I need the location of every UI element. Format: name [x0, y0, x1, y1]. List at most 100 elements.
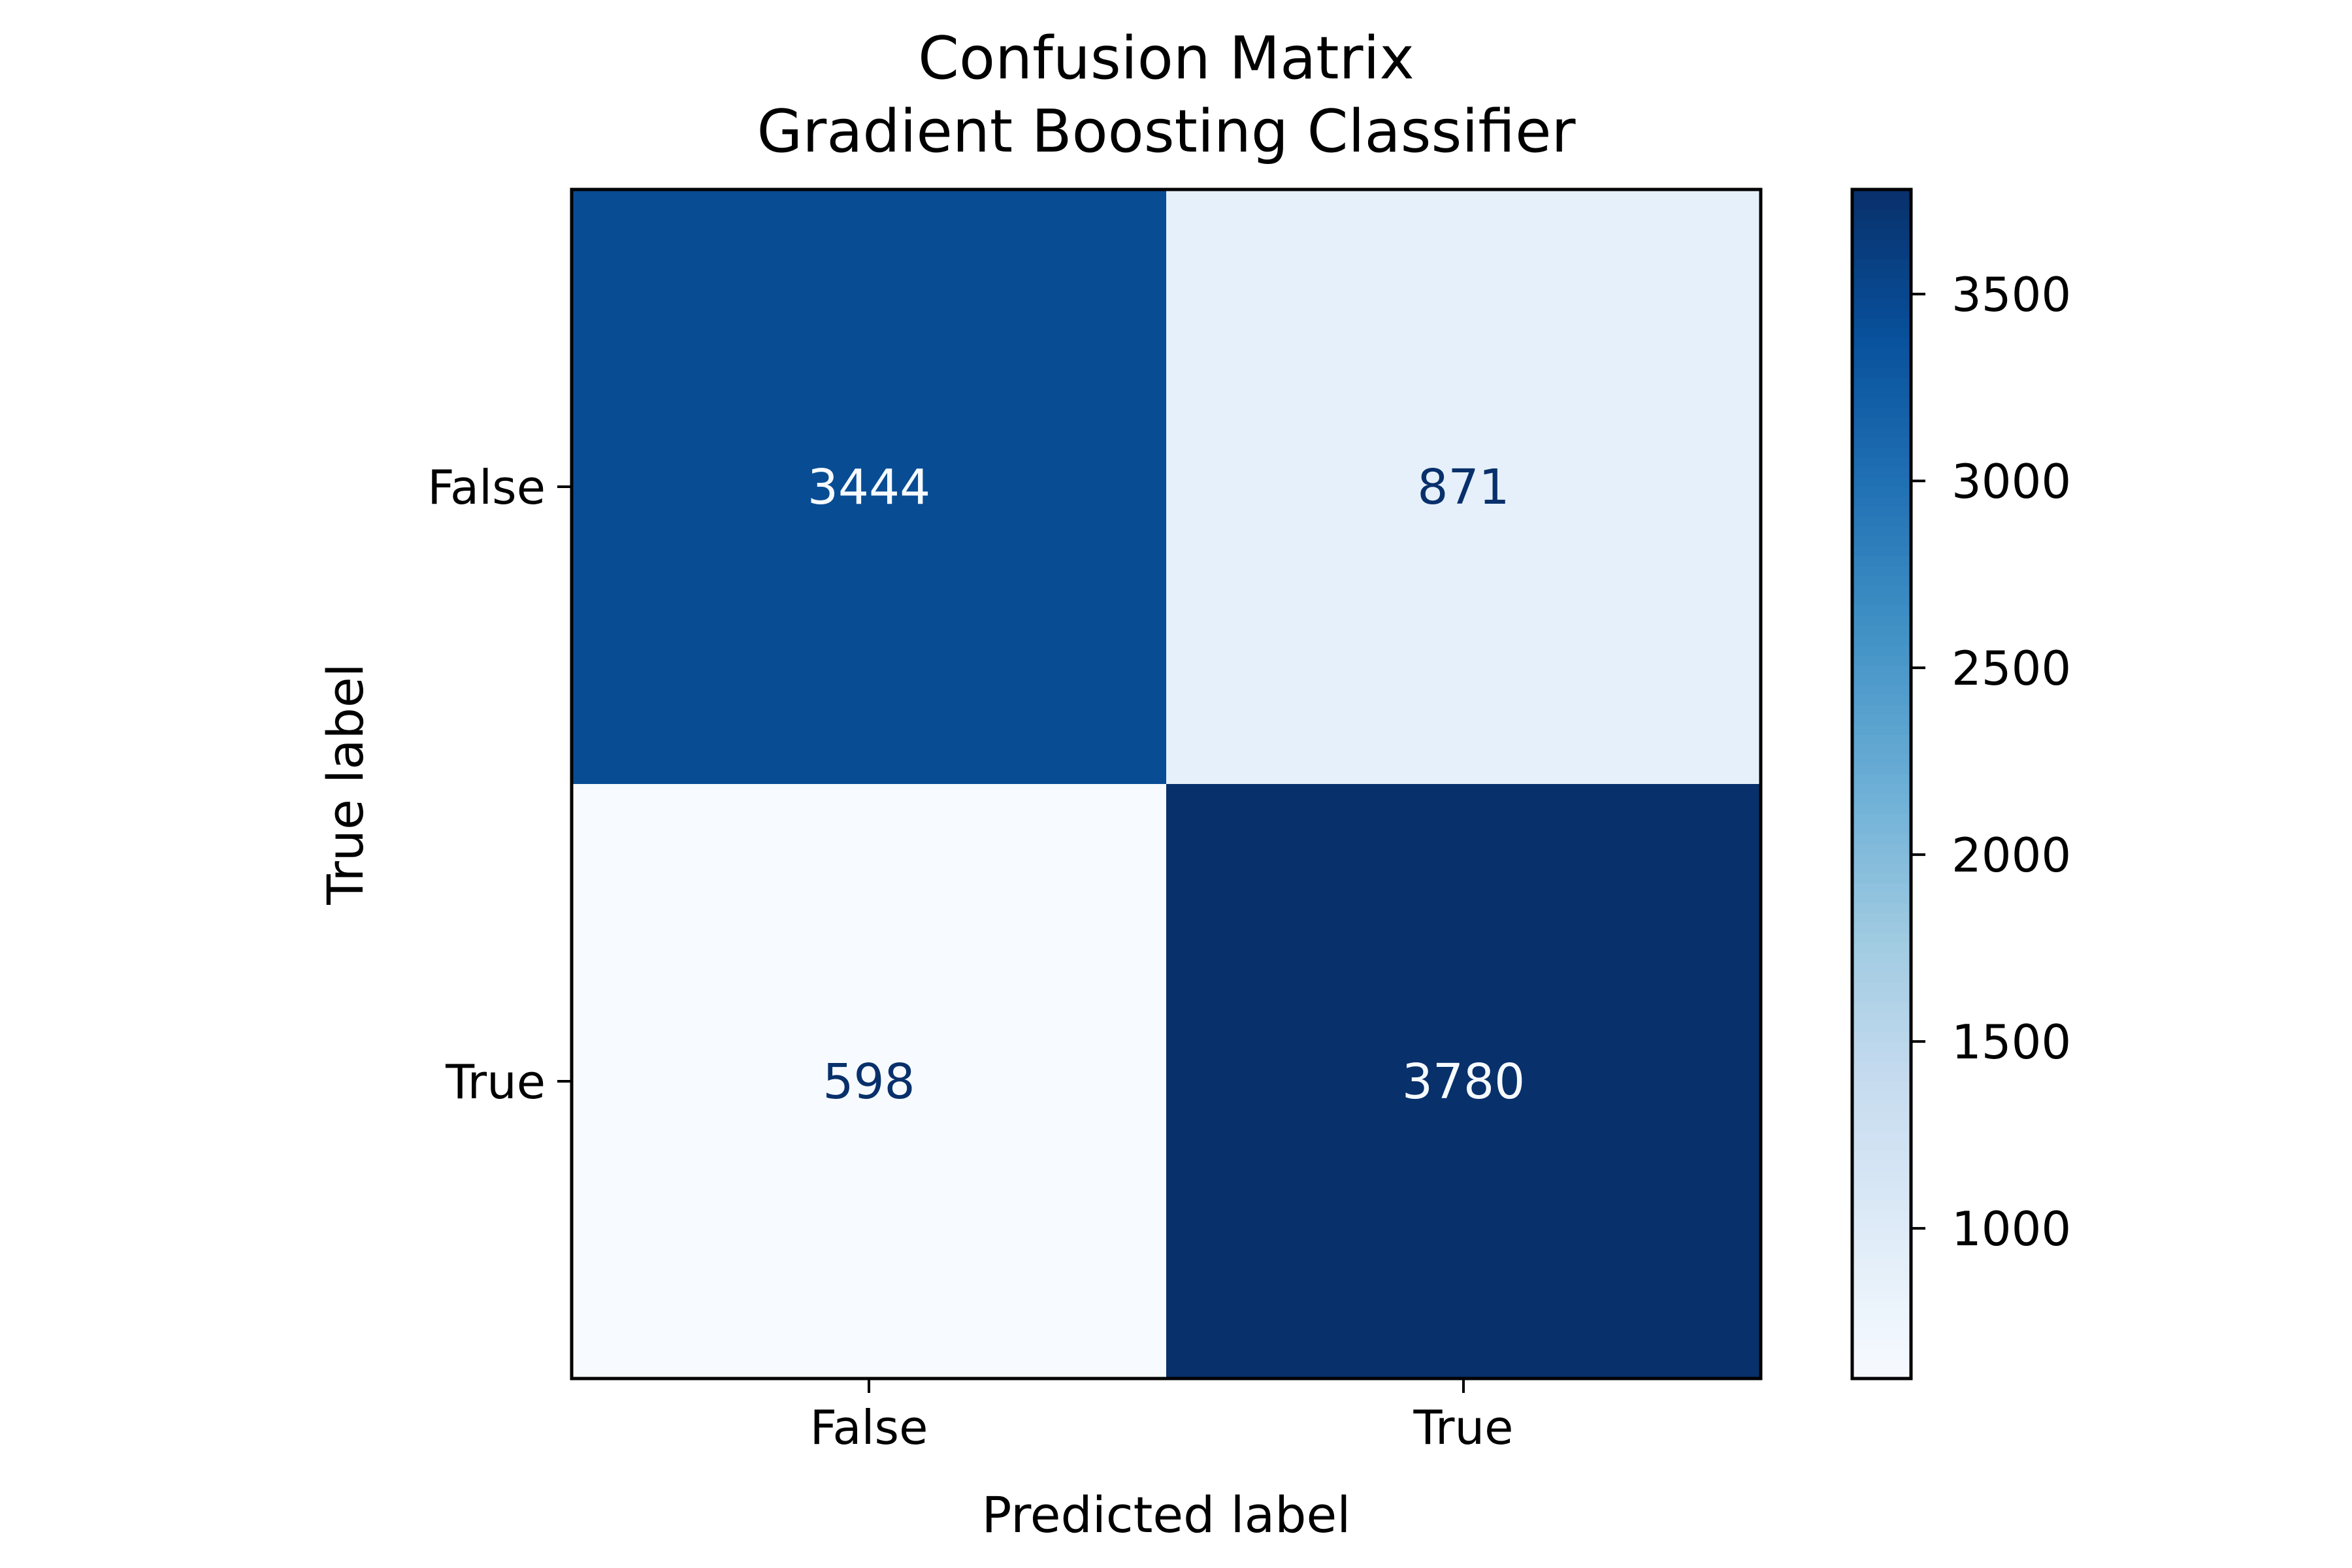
colorbar-segment	[1852, 823, 1911, 834]
colorbar-segment	[1852, 1160, 1911, 1171]
colorbar-segment	[1852, 446, 1911, 457]
colorbar-segment	[1852, 417, 1911, 428]
x-axis-label: Predicted label	[982, 1486, 1351, 1544]
colorbar-segment	[1852, 516, 1911, 527]
colorbar-segment	[1852, 774, 1911, 785]
colorbar-segment	[1852, 1209, 1911, 1220]
colorbar-segment	[1852, 595, 1911, 606]
chart-title-line-1: Confusion Matrix	[918, 24, 1414, 93]
colorbar-segment	[1852, 704, 1911, 715]
colorbar-segment	[1852, 754, 1911, 765]
colorbar-segment	[1852, 1368, 1911, 1379]
colorbar-segment	[1852, 1130, 1911, 1141]
colorbar-segment	[1852, 387, 1911, 398]
colorbar-segment	[1852, 457, 1911, 468]
colorbar-segment	[1852, 1259, 1911, 1270]
heatmap-cell	[1166, 784, 1761, 1379]
colorbar-segment	[1852, 862, 1911, 874]
colorbar-segment	[1852, 1071, 1911, 1082]
colorbar-segment	[1852, 318, 1911, 329]
colorbar-tick-label: 1000	[1952, 1201, 2071, 1256]
colorbar-segment	[1852, 942, 1911, 953]
colorbar-segment	[1852, 536, 1911, 547]
colorbar-segment	[1852, 526, 1911, 537]
colorbar-segment	[1852, 238, 1911, 250]
colorbar-segment	[1852, 655, 1911, 666]
colorbar-segment	[1852, 1279, 1911, 1290]
colorbar-segment	[1852, 576, 1911, 587]
colorbar-segment	[1852, 189, 1911, 200]
colorbar-segment	[1852, 1269, 1911, 1280]
colorbar-segment	[1852, 486, 1911, 497]
x-axis-ticks: False True	[810, 1379, 1514, 1455]
colorbar-segment	[1852, 645, 1911, 656]
colorbar-segment	[1852, 694, 1911, 706]
y-axis-ticks: False True	[427, 460, 572, 1109]
colorbar-segment	[1852, 208, 1911, 220]
colorbar-segment	[1852, 674, 1911, 685]
cell-value-label: 598	[823, 1054, 915, 1110]
colorbar-segment	[1852, 506, 1911, 517]
colorbar-segment	[1852, 1328, 1911, 1339]
colorbar-segment	[1852, 813, 1911, 825]
x-tick-label: True	[1413, 1400, 1514, 1455]
colorbar-segment	[1852, 952, 1911, 963]
colorbar-segment	[1852, 1002, 1911, 1013]
colorbar-segment	[1852, 1081, 1911, 1092]
colorbar-segment	[1852, 1120, 1911, 1132]
colorbar-segment	[1852, 803, 1911, 814]
colorbar-segment	[1852, 476, 1911, 487]
colorbar-segment	[1852, 981, 1911, 992]
colorbar-segment	[1852, 892, 1911, 904]
colorbar-segment	[1852, 922, 1911, 933]
colorbar-segment	[1852, 635, 1911, 646]
colorbar-segment	[1852, 843, 1911, 854]
colorbar-segment	[1852, 436, 1911, 448]
colorbar-segment	[1852, 248, 1911, 259]
colorbar-segment	[1852, 684, 1911, 695]
colorbar-segment	[1852, 199, 1911, 210]
heatmap-cell-labels: 3444 871 598 3780	[808, 459, 1525, 1110]
cell-value-label: 3444	[808, 459, 930, 515]
colorbar-segment	[1852, 288, 1911, 299]
colorbar-segment	[1852, 258, 1911, 269]
colorbar-tick-label: 1500	[1952, 1015, 2071, 1070]
colorbar-segment	[1852, 1140, 1911, 1151]
colorbar-segment	[1852, 912, 1911, 923]
colorbar-segment	[1852, 278, 1911, 289]
chart-title-line-2: Gradient Boosting Classifier	[757, 97, 1575, 166]
y-axis-label: True label	[316, 663, 374, 905]
colorbar-segment	[1852, 625, 1911, 636]
colorbar-segment	[1852, 367, 1911, 378]
colorbar-segment	[1852, 764, 1911, 775]
colorbar-tick-label: 2500	[1952, 641, 2071, 696]
colorbar-segment	[1852, 972, 1911, 983]
colorbar-segment	[1852, 1170, 1911, 1181]
colorbar-segment	[1852, 714, 1911, 725]
colorbar-segment	[1852, 1348, 1911, 1360]
colorbar-segment	[1852, 219, 1911, 230]
colorbar-segment	[1852, 555, 1911, 566]
colorbar-segment	[1852, 1100, 1911, 1111]
chart-title: Confusion Matrix Gradient Boosting Class…	[757, 24, 1575, 166]
colorbar-segment	[1852, 1219, 1911, 1230]
colorbar-segment	[1852, 1011, 1911, 1022]
colorbar-segment	[1852, 338, 1911, 349]
colorbar: 1000 1500 2000 2500 3000 3500	[1850, 188, 2071, 1380]
colorbar-segment	[1852, 664, 1911, 676]
y-tick-label: True	[445, 1054, 546, 1109]
colorbar-segment	[1852, 466, 1911, 478]
colorbar-frame	[1850, 188, 1913, 1380]
colorbar-segment	[1852, 1021, 1911, 1032]
colorbar-segment	[1852, 1318, 1911, 1330]
colorbar-segment	[1852, 1358, 1911, 1369]
colorbar-segment	[1852, 546, 1911, 557]
colorbar-segment	[1852, 1230, 1911, 1241]
colorbar-segment	[1852, 883, 1911, 894]
colorbar-tick-label: 3000	[1952, 454, 2071, 509]
y-tick-label: False	[427, 460, 546, 515]
colorbar-segment	[1852, 407, 1911, 418]
colorbar-segment	[1852, 932, 1911, 943]
colorbar-segment	[1852, 308, 1911, 319]
